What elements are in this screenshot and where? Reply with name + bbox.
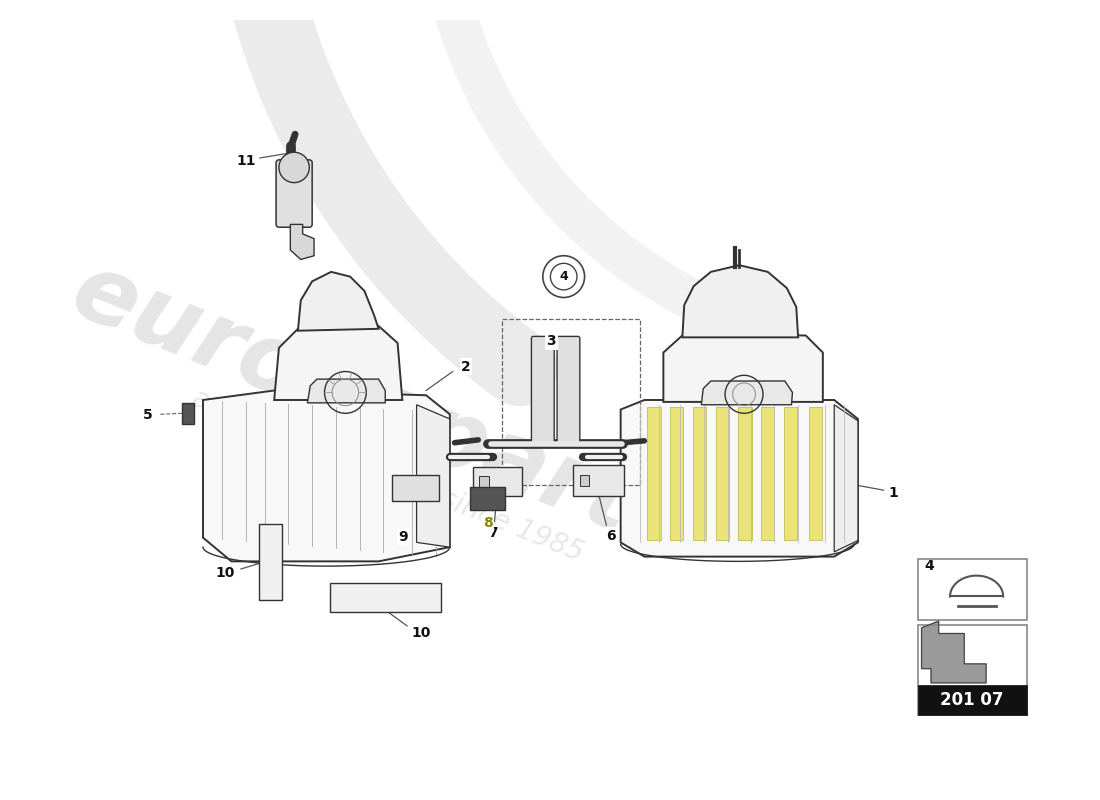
Text: 9: 9	[398, 530, 408, 544]
Text: 3: 3	[547, 334, 557, 348]
Polygon shape	[204, 390, 450, 562]
Polygon shape	[298, 272, 378, 330]
FancyBboxPatch shape	[784, 406, 798, 539]
Polygon shape	[682, 266, 799, 338]
FancyBboxPatch shape	[473, 467, 521, 496]
Polygon shape	[417, 405, 450, 547]
FancyBboxPatch shape	[258, 524, 282, 600]
Text: 2: 2	[461, 360, 471, 374]
Polygon shape	[663, 335, 823, 402]
Text: 5: 5	[143, 408, 153, 422]
Text: 6: 6	[606, 529, 616, 542]
Circle shape	[279, 152, 309, 182]
FancyBboxPatch shape	[573, 466, 625, 496]
Text: europeparts: europeparts	[58, 244, 698, 574]
FancyBboxPatch shape	[693, 406, 706, 539]
FancyBboxPatch shape	[330, 583, 441, 612]
FancyBboxPatch shape	[738, 406, 751, 539]
FancyBboxPatch shape	[647, 406, 660, 539]
Text: 201 07: 201 07	[940, 691, 1003, 709]
FancyBboxPatch shape	[917, 685, 1027, 715]
Text: 10: 10	[411, 626, 431, 639]
Text: 7: 7	[487, 526, 497, 540]
Polygon shape	[620, 400, 858, 557]
Text: 1: 1	[888, 486, 898, 500]
Text: 4: 4	[924, 559, 934, 573]
FancyBboxPatch shape	[183, 403, 194, 424]
FancyBboxPatch shape	[392, 475, 439, 501]
Polygon shape	[834, 405, 858, 552]
Circle shape	[542, 256, 584, 298]
FancyBboxPatch shape	[917, 558, 1027, 620]
FancyBboxPatch shape	[917, 625, 1027, 715]
FancyBboxPatch shape	[480, 476, 488, 487]
Text: 11: 11	[236, 154, 255, 168]
FancyBboxPatch shape	[557, 337, 580, 445]
Text: 4: 4	[559, 270, 568, 283]
FancyBboxPatch shape	[716, 406, 729, 539]
FancyBboxPatch shape	[808, 406, 822, 539]
FancyBboxPatch shape	[531, 337, 554, 445]
Polygon shape	[290, 224, 315, 259]
Polygon shape	[922, 621, 986, 683]
Circle shape	[550, 263, 578, 290]
Text: 8: 8	[483, 516, 493, 530]
Polygon shape	[307, 379, 385, 403]
FancyBboxPatch shape	[761, 406, 774, 539]
Text: a passion for parts since 1985: a passion for parts since 1985	[188, 384, 587, 567]
FancyBboxPatch shape	[470, 487, 505, 510]
Polygon shape	[702, 381, 792, 405]
FancyBboxPatch shape	[276, 160, 312, 227]
FancyBboxPatch shape	[670, 406, 683, 539]
Polygon shape	[274, 326, 403, 400]
Text: 10: 10	[216, 566, 234, 580]
FancyBboxPatch shape	[580, 475, 590, 486]
